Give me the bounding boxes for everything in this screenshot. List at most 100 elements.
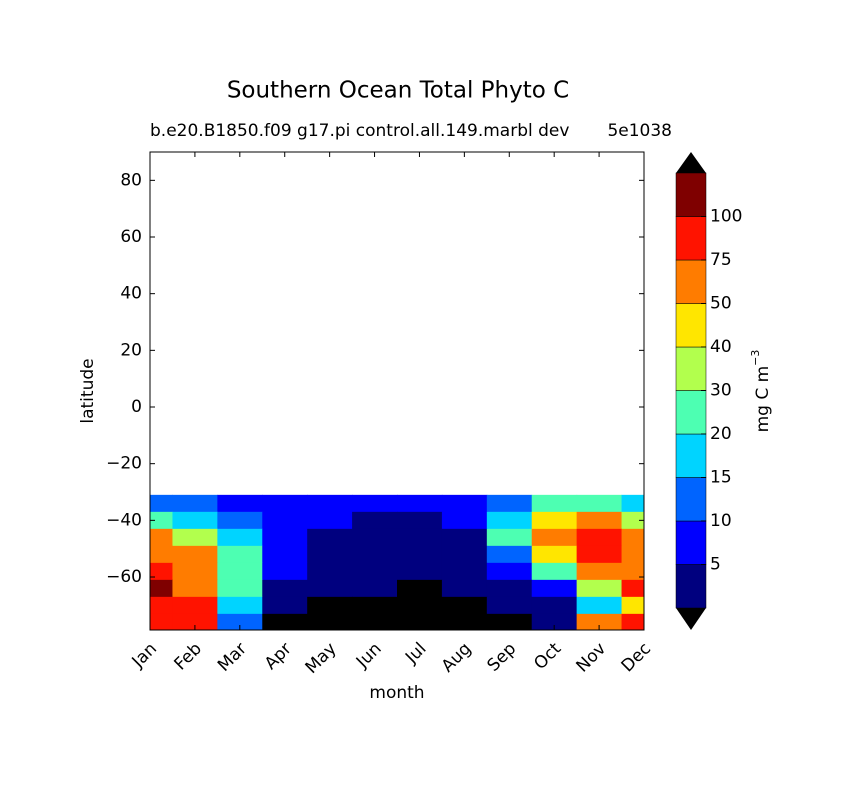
subtitle-left: b.e20.B1850.f09 g17.pi control.all.149.m… xyxy=(150,121,569,141)
contour-cell xyxy=(217,579,263,598)
contour-cell xyxy=(621,511,644,530)
contour-cell xyxy=(172,596,218,615)
contour-cell xyxy=(262,562,308,581)
contour-cell xyxy=(150,596,173,615)
colorbar-tick-label: 100 xyxy=(710,207,742,227)
contour-cell xyxy=(172,562,218,581)
contour-cell xyxy=(531,494,578,513)
contour-cell xyxy=(352,613,398,630)
contour-cell xyxy=(397,562,443,581)
y-tick-label: −40 xyxy=(106,510,142,530)
colorbar-segment xyxy=(675,172,707,217)
contour-cell xyxy=(576,511,623,530)
contour-cell xyxy=(576,494,623,513)
contour-cell xyxy=(486,494,533,513)
contour-cell xyxy=(307,511,353,530)
contour-cell xyxy=(150,545,173,564)
colorbar-segment xyxy=(675,390,707,435)
contour-cell xyxy=(486,528,533,547)
y-tick-label: 60 xyxy=(120,227,142,247)
colorbar-segment xyxy=(675,564,707,609)
contour-cell xyxy=(576,545,623,564)
colorbar-tick-label: 75 xyxy=(710,250,732,270)
colorbar-tick-label: 15 xyxy=(710,468,732,488)
contour-cell xyxy=(150,528,173,547)
contour-cell xyxy=(217,494,263,513)
contour-cell xyxy=(397,511,443,530)
contour-cell xyxy=(486,579,533,598)
contour-cell xyxy=(150,579,173,598)
contour-cell xyxy=(576,596,623,615)
contour-cell xyxy=(441,545,488,564)
contour-cell xyxy=(441,562,488,581)
contour-cell xyxy=(150,562,173,581)
contour-cell xyxy=(262,613,308,630)
colorbar-extend-under xyxy=(676,608,706,630)
contour-cell xyxy=(217,562,263,581)
contour-cell xyxy=(150,511,173,530)
colorbar-tick-label: 10 xyxy=(710,511,732,531)
subtitle-right: 5e1038 xyxy=(607,121,672,141)
contour-cell xyxy=(441,511,488,530)
contour-cell xyxy=(262,545,308,564)
colorbar-label-sup: −3 xyxy=(749,350,762,366)
y-axis-label: latitude xyxy=(78,358,98,423)
contour-cell xyxy=(621,579,644,598)
contour-cell xyxy=(307,545,353,564)
contour-cell xyxy=(486,545,533,564)
colorbar-extend-over xyxy=(676,152,706,173)
contour-cell xyxy=(397,528,443,547)
contour-cell xyxy=(262,579,308,598)
contour-cell xyxy=(486,596,533,615)
contour-cell xyxy=(352,579,398,598)
contour-cell xyxy=(531,545,578,564)
contour-cell xyxy=(531,596,578,615)
colorbar-segment xyxy=(675,346,707,391)
contour-cell xyxy=(352,511,398,530)
contour-cell xyxy=(307,494,353,513)
contour-cell xyxy=(307,562,353,581)
colorbar-segment xyxy=(675,433,707,478)
contour-cell xyxy=(486,613,533,630)
contour-cell xyxy=(217,545,263,564)
contour-cell xyxy=(262,596,308,615)
contour-cell xyxy=(150,494,173,513)
colorbar-segment xyxy=(675,259,707,304)
colorbar-tick-label: 50 xyxy=(710,294,732,314)
colorbar-tick-label: 40 xyxy=(710,337,732,357)
contour-cell xyxy=(576,579,623,598)
contour-cell xyxy=(307,613,353,630)
contour-cell xyxy=(621,494,644,513)
colorbar-segment xyxy=(675,520,707,565)
contour-cell xyxy=(531,613,578,630)
contour-cell xyxy=(397,613,443,630)
contour-cell xyxy=(576,562,623,581)
colorbar-tick-label: 20 xyxy=(710,424,732,444)
contour-cell xyxy=(531,579,578,598)
colorbar-label-main: mg C m xyxy=(753,366,773,433)
contour-cell xyxy=(441,613,488,630)
contour-cell xyxy=(217,511,263,530)
contour-cell xyxy=(172,528,218,547)
colorbar-tick-label: 5 xyxy=(710,555,721,575)
contour-cell xyxy=(172,579,218,598)
contour-cell xyxy=(441,579,488,598)
x-axis-label: month xyxy=(369,683,424,703)
plot-frame xyxy=(149,151,645,631)
contour-cell xyxy=(621,596,644,615)
colorbar-tick-label: 30 xyxy=(710,381,732,401)
contour-cell xyxy=(217,596,263,615)
contour-cell xyxy=(621,528,644,547)
y-tick-label: 0 xyxy=(131,397,142,417)
contour-cell xyxy=(531,528,578,547)
contour-cell xyxy=(352,562,398,581)
contour-cell xyxy=(262,494,308,513)
chart-title: Southern Ocean Total Phyto C xyxy=(227,78,569,104)
contour-cell xyxy=(397,494,443,513)
contour-cell xyxy=(262,511,308,530)
contour-cell xyxy=(307,579,353,598)
contour-cell xyxy=(441,528,488,547)
colorbar-label: mg C m−3 xyxy=(749,350,773,433)
y-tick-label: 40 xyxy=(120,284,142,304)
